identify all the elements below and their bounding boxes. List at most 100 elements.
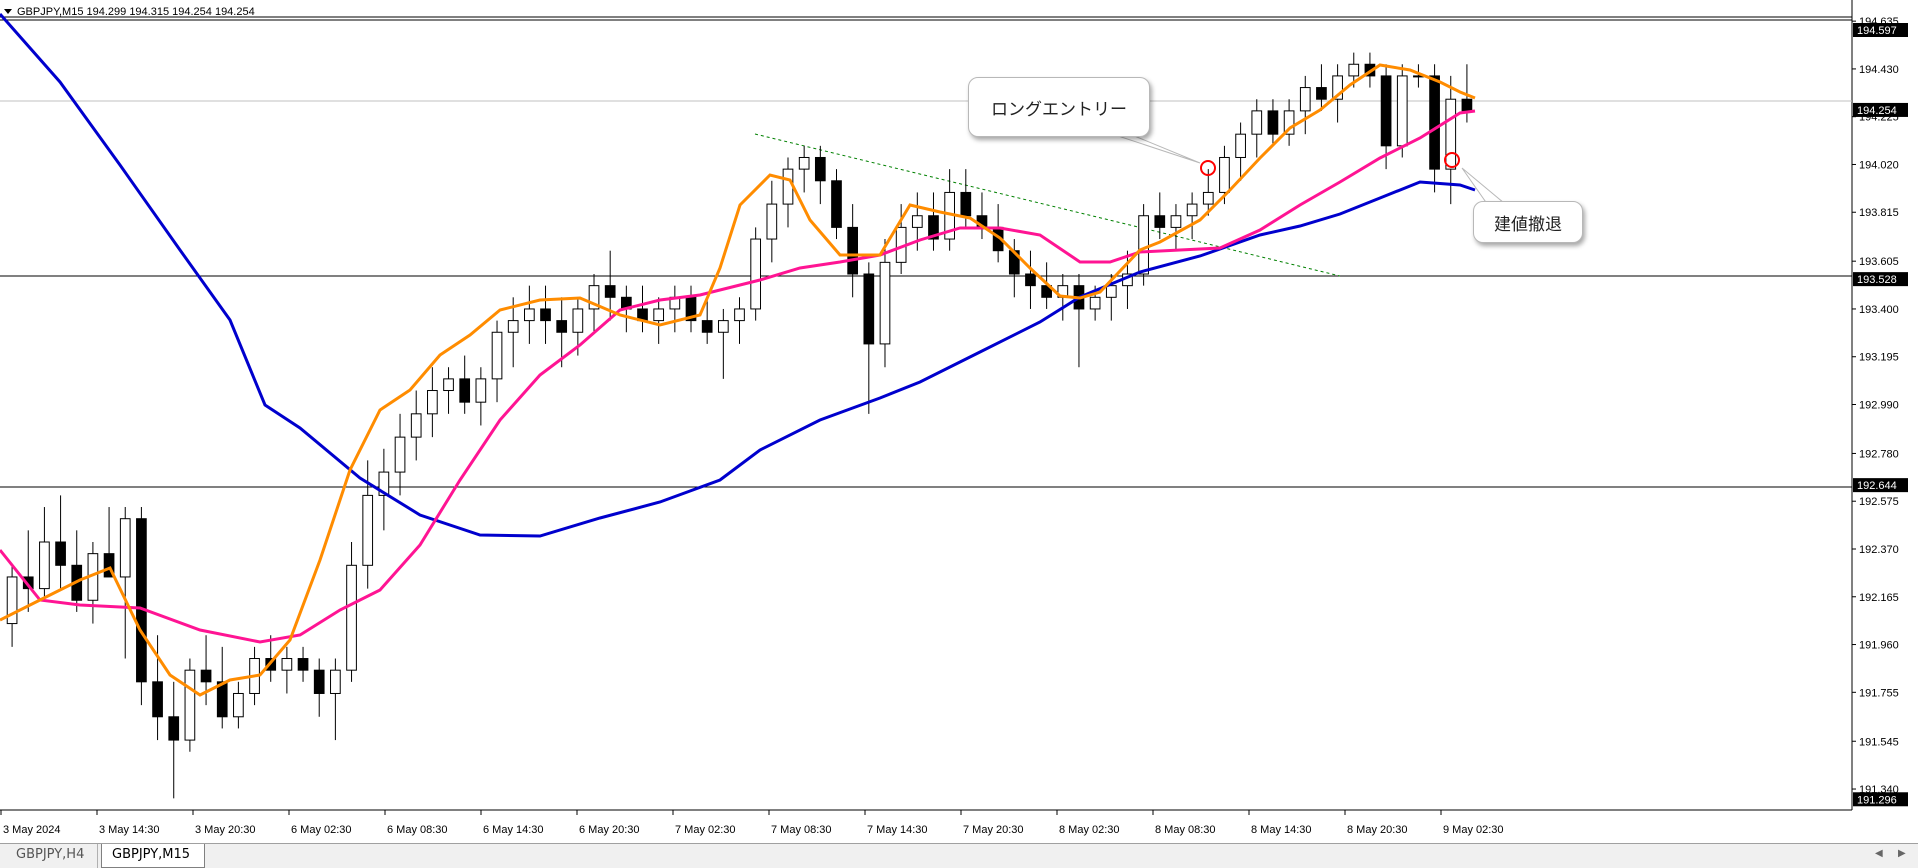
exit-marker-circle[interactable] (1444, 152, 1460, 168)
price-tick-label: 193.400 (1859, 304, 1899, 316)
time-tick-label: 8 May 14:30 (1251, 824, 1312, 836)
candle (103, 507, 115, 578)
candle (879, 239, 891, 368)
candle (71, 530, 83, 612)
candle (944, 169, 955, 251)
candle (717, 308, 729, 379)
candle (394, 413, 406, 496)
time-tick-label: 7 May 20:30 (963, 824, 1024, 836)
time-tick-label: 3 May 2024 (3, 824, 60, 836)
candle (524, 285, 535, 344)
candle (313, 658, 325, 717)
price-tick-label: 191.545 (1859, 736, 1899, 748)
time-tick-label: 6 May 14:30 (483, 824, 544, 836)
entry-marker-circle[interactable] (1200, 160, 1216, 176)
price-label-text: 194.597 (1857, 25, 1897, 37)
candle (378, 448, 390, 531)
candle (782, 157, 794, 228)
candle (1202, 169, 1214, 216)
candle (330, 658, 341, 741)
candle (814, 145, 826, 205)
candle (459, 355, 471, 414)
candle (604, 250, 616, 321)
candle (1445, 75, 1457, 205)
price-label-text: 193.528 (1857, 274, 1897, 286)
candle (1283, 99, 1295, 146)
ma-fast-line (0, 63, 1476, 697)
candle (1251, 99, 1263, 158)
chart-info-text: GBPJPY,M15 194.299 194.315 194.254 194.2… (17, 6, 255, 18)
price-tick-label: 192.990 (1859, 400, 1899, 412)
chart-tab-bar: GBPJPY,H4 GBPJPY,M15 ◀ ▶ (0, 843, 1918, 868)
scroll-right-icon[interactable]: ▶ (1898, 848, 1906, 859)
time-tick-label: 7 May 14:30 (867, 824, 928, 836)
price-tick-label: 194.430 (1859, 64, 1899, 76)
candle (1041, 262, 1052, 309)
candle (233, 681, 244, 729)
time-tick-label: 3 May 20:30 (195, 824, 256, 836)
price-scale[interactable]: 194.635194.430194.225194.020193.815193.6… (1852, 16, 1908, 807)
candle (701, 297, 713, 344)
price-tick-label: 191.960 (1859, 640, 1899, 652)
candle (39, 507, 50, 601)
price-tick-label: 192.370 (1859, 544, 1899, 556)
candle (831, 169, 842, 240)
candle (152, 635, 163, 741)
hline-mid-label: 193.528 (1853, 272, 1908, 287)
candle (55, 495, 66, 589)
collapse-arrow-icon[interactable] (4, 9, 12, 14)
candle (928, 192, 939, 251)
candle (1186, 192, 1198, 240)
time-tick-label: 9 May 02:30 (1443, 824, 1504, 836)
candle (556, 297, 568, 368)
candle (1025, 250, 1036, 309)
candle (847, 204, 859, 298)
chart-area[interactable]: GBPJPY,M15 194.299 194.315 194.254 194.2… (0, 0, 1918, 843)
candle (475, 367, 487, 426)
bottom-price-label: 191.296 (1853, 792, 1908, 807)
candle (766, 180, 778, 263)
time-tick-label: 3 May 14:30 (99, 824, 160, 836)
candle (750, 227, 762, 321)
candle (1267, 99, 1279, 146)
candle (491, 320, 503, 403)
candle (798, 145, 810, 193)
candle (653, 297, 665, 344)
price-tick-label: 193.815 (1859, 207, 1899, 219)
price-label-text: 191.296 (1857, 794, 1897, 806)
time-tick-label: 8 May 02:30 (1059, 824, 1120, 836)
time-tick-label: 6 May 02:30 (291, 824, 352, 836)
time-tick-label: 8 May 20:30 (1347, 824, 1408, 836)
hline-top-label: 194.597 (1853, 23, 1908, 38)
candle (410, 390, 422, 461)
tab-label: GBPJPY,H4 (16, 847, 85, 862)
candle (1316, 64, 1327, 111)
tab-gbpjpy-m15[interactable]: GBPJPY,M15 (101, 844, 205, 868)
candle (734, 297, 745, 344)
tab-gbpjpy-h4[interactable]: GBPJPY,H4 (6, 844, 98, 868)
candle (216, 646, 228, 729)
candle (6, 565, 18, 647)
long-entry-label: ロングエントリー (991, 99, 1127, 120)
tab-label: GBPJPY,M15 (112, 847, 191, 862)
ma-slow-line (0, 13, 1476, 538)
scroll-left-icon[interactable]: ◀ (1875, 848, 1883, 859)
time-tick-label: 7 May 08:30 (771, 824, 832, 836)
price-label-text: 194.254 (1857, 105, 1897, 117)
trend-line[interactable] (754, 133, 1341, 277)
candle (669, 285, 681, 333)
ma-mid-line (0, 109, 1476, 644)
candle (1073, 274, 1085, 368)
price-label-text: 192.644 (1857, 480, 1897, 492)
price-tick-label: 191.755 (1859, 687, 1899, 699)
candle (443, 367, 454, 414)
price-tick-label: 192.165 (1859, 592, 1899, 604)
price-tick-label: 194.020 (1859, 159, 1899, 171)
candlestick-series (6, 52, 1473, 799)
time-axis: 3 May 2024 3 May 14:30 3 May 20:30 6 May 02… (0, 810, 1504, 836)
candle (863, 262, 875, 414)
candle (685, 285, 697, 333)
candle (1299, 75, 1311, 135)
candle (976, 192, 988, 240)
price-tick-label: 193.195 (1859, 352, 1899, 364)
